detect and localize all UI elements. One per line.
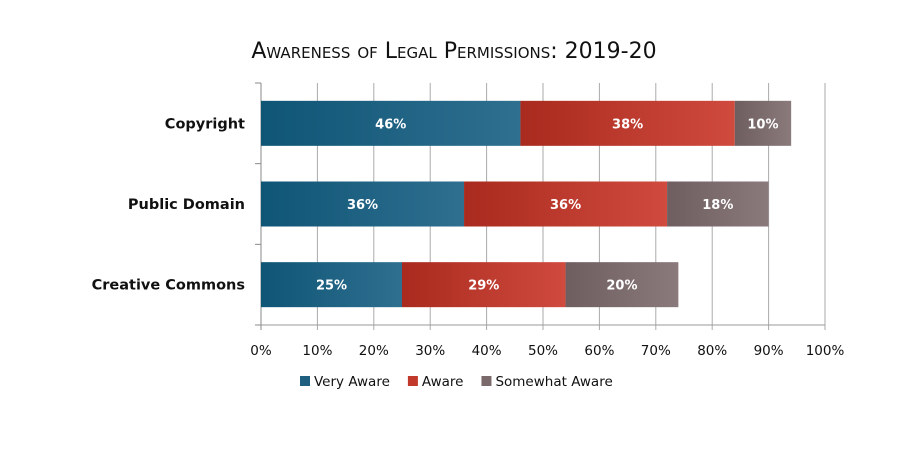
legend-swatch [300, 376, 310, 386]
data-label: 38% [612, 117, 643, 132]
bar-very-aware [261, 262, 402, 308]
x-tick-label: 40% [472, 343, 502, 359]
x-tick-label: 20% [359, 343, 389, 359]
data-label: 10% [747, 117, 778, 132]
data-label: 36% [550, 198, 581, 213]
x-tick-label: 80% [697, 343, 727, 359]
bar-aware [520, 100, 735, 146]
x-tick-label: 70% [641, 343, 671, 359]
legend-label: Very Aware [314, 374, 390, 390]
data-label: 29% [468, 279, 499, 294]
x-tick-label: 100% [806, 343, 845, 359]
x-tick-label: 10% [302, 343, 332, 359]
bar-aware [402, 262, 566, 308]
legend-swatch [407, 376, 418, 386]
bar-aware [464, 181, 668, 227]
x-tick-label: 90% [754, 343, 784, 359]
legend-label: Somewhat Aware [495, 374, 612, 390]
bar-somewhat-aware [667, 181, 769, 227]
data-label: 46% [375, 117, 406, 132]
data-label: 18% [702, 198, 733, 213]
bar-very-aware [261, 100, 521, 146]
bar-very-aware [261, 181, 465, 227]
data-label: 25% [316, 279, 347, 294]
legend-label: Aware [422, 374, 464, 390]
category-label: Creative Commons [92, 278, 245, 294]
x-tick-label: 50% [528, 343, 558, 359]
x-tick-label: 30% [415, 343, 445, 359]
chart-title: Awareness of Legal Permissions: 2019-20 [251, 39, 656, 64]
legend-swatch [481, 376, 492, 386]
x-tick-label: 60% [584, 343, 614, 359]
bar-somewhat-aware [565, 262, 679, 308]
data-label: 36% [347, 198, 378, 213]
category-label: Public Domain [128, 197, 245, 213]
category-label: Copyright [165, 116, 245, 132]
bar-somewhat-aware [734, 100, 792, 146]
data-label: 20% [606, 279, 637, 294]
x-tick-label: 0% [250, 343, 272, 359]
